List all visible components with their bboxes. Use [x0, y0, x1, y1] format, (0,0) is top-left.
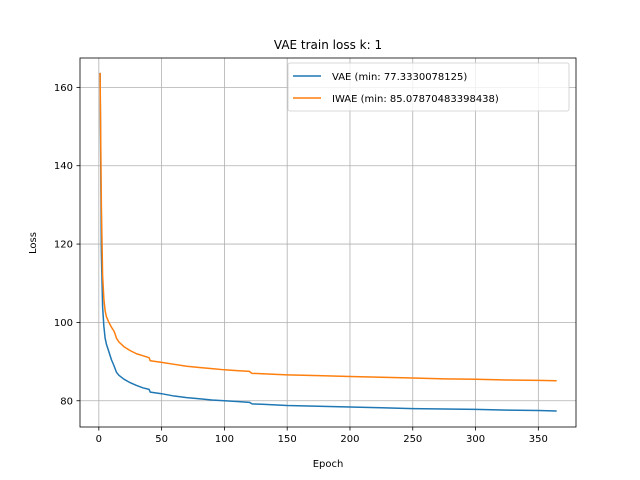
x-tick-label: 350: [529, 434, 548, 445]
x-axis-label: Epoch: [313, 459, 344, 470]
grid: [80, 58, 576, 427]
ticks: 0 50 100 150 200 250 300 350 80 100 120 140 160: [54, 83, 548, 445]
x-tick-label: 250: [403, 434, 422, 445]
legend-frame: [287, 62, 570, 112]
y-tick-label: 100: [54, 318, 73, 329]
y-tick-label: 160: [54, 83, 73, 94]
x-tick-label: 50: [155, 434, 168, 445]
plot-frame: [79, 57, 577, 428]
x-tick-label: 0: [96, 434, 102, 445]
y-tick-label: 140: [54, 161, 73, 172]
y-tick-label: 120: [54, 240, 73, 251]
legend-label-vae: VAE (min: 77.3330078125): [332, 72, 467, 83]
y-tick-label: 80: [60, 396, 73, 407]
legend-label-iwae: IWAE (min: 85.07870483398438): [332, 94, 499, 105]
x-tick-label: 100: [215, 434, 234, 445]
x-tick-label: 200: [340, 434, 359, 445]
x-tick-label: 300: [466, 434, 485, 445]
y-axis-label: Loss: [28, 232, 39, 254]
legend: VAE (min: 77.3330078125) IWAE (min: 85.0…: [287, 62, 570, 112]
series-line-iwae: [99, 72, 557, 382]
x-tick-label: 150: [278, 434, 297, 445]
series-line-vae: [99, 72, 557, 412]
chart-title: VAE train loss k: 1: [274, 38, 382, 52]
series-group: [99, 72, 557, 412]
